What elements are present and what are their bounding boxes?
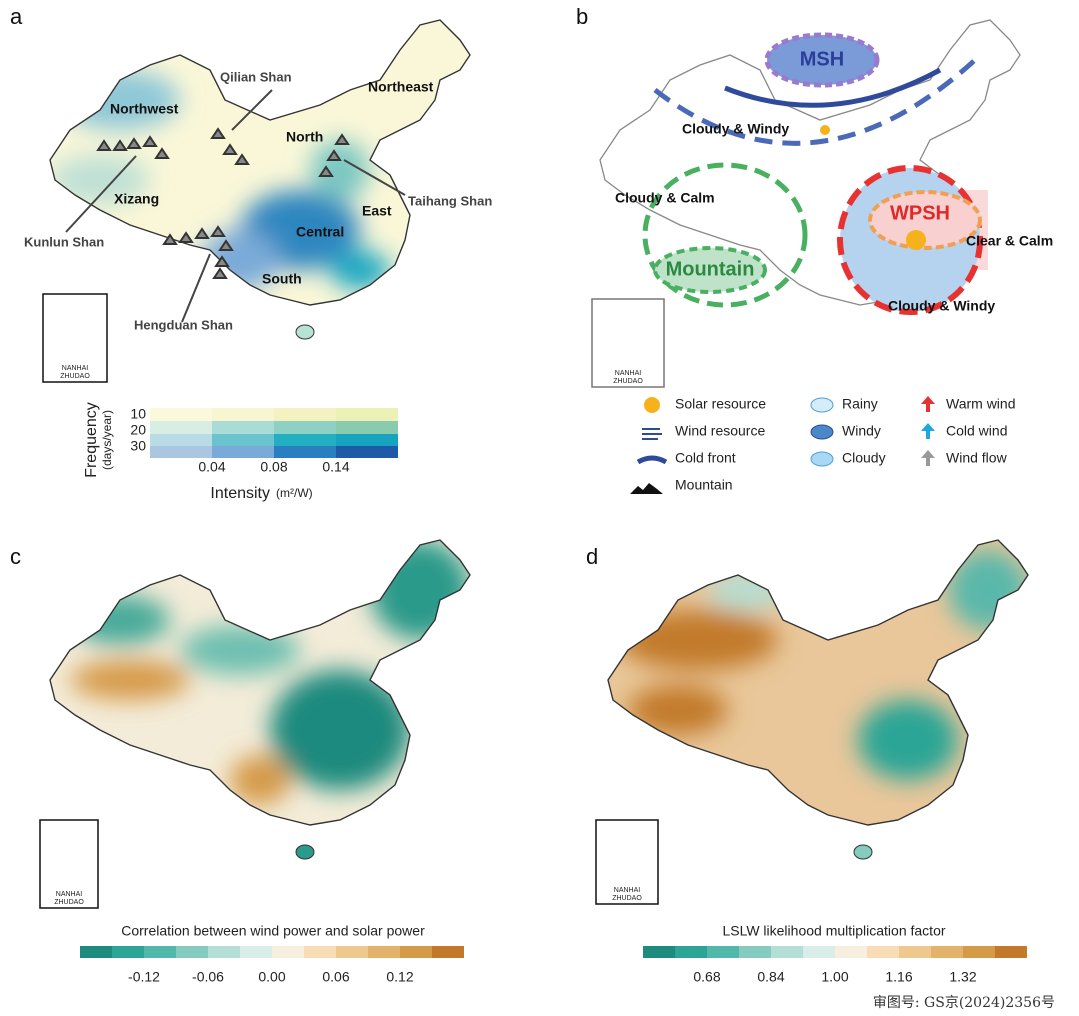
mountain-label: Qilian Shan <box>220 69 292 84</box>
colorbar-title: LSLW likelihood multiplication factor <box>722 923 945 939</box>
panel-b: b MSH Mountain WPSH Cloudy & Windy Cloud… <box>576 4 1053 387</box>
tick-label: 30 <box>130 438 146 454</box>
tick-label: -0.12 <box>128 969 160 985</box>
hainan <box>296 845 314 859</box>
tick-label: 0.68 <box>693 969 720 985</box>
axis-title: Intensity <box>210 485 270 502</box>
legend-icon <box>921 396 935 412</box>
map-fill <box>598 530 1038 840</box>
inset-label: NANHAI <box>62 365 89 372</box>
tick-label: 0.00 <box>258 969 285 985</box>
mountain-label: Taihang Shan <box>408 193 492 208</box>
legend-icon <box>644 397 660 413</box>
mountain-label: Kunlun Shan <box>24 234 104 249</box>
legend-label: Warm wind <box>946 396 1016 412</box>
legend-label: Cold wind <box>946 423 1007 439</box>
legend-icon <box>811 398 833 412</box>
region-label: Central <box>296 224 344 240</box>
colorbar-cells <box>643 946 1027 958</box>
inset-label: ZHUDAO <box>54 899 84 906</box>
tick-label: 0.12 <box>386 969 413 985</box>
state-label: Clear & Calm <box>966 233 1053 249</box>
region-label: Xizang <box>114 191 159 207</box>
panel-label: b <box>576 4 588 29</box>
tick-label: 0.14 <box>322 459 349 475</box>
tick-label: 0.08 <box>260 459 287 475</box>
inset-label: ZHUDAO <box>612 895 642 902</box>
legend-b: Solar resource Wind resource Cold front … <box>630 396 1016 494</box>
axis-unit: (days/year) <box>100 410 114 470</box>
region-label: Northeast <box>368 79 434 95</box>
system-label: WPSH <box>890 202 950 224</box>
legend-icon <box>638 458 666 462</box>
colorbar-a: 10 20 30 0.04 0.08 0.14 Intensity (m²/W)… <box>83 402 398 502</box>
legend-icon <box>811 452 833 466</box>
inset-label: ZHUDAO <box>60 373 90 380</box>
tick-label: 1.00 <box>821 969 848 985</box>
legend-label: Cold front <box>675 450 736 466</box>
legend-label: Rainy <box>842 396 878 412</box>
panel-c: c NANHAI ZHUDAO <box>10 530 480 908</box>
region-label: South <box>262 271 302 287</box>
colorbar-d: LSLW likelihood multiplication factor 0.… <box>643 923 1027 985</box>
system-label: MSH <box>800 48 844 70</box>
tick-label: 10 <box>130 406 146 422</box>
legend-icon <box>642 429 662 439</box>
state-label: Cloudy & Windy <box>682 121 789 137</box>
hainan <box>854 845 872 859</box>
tick-label: 0.04 <box>198 459 225 475</box>
axis-unit: (m²/W) <box>276 486 313 500</box>
inset-label: ZHUDAO <box>613 378 643 385</box>
legend-label: Windy <box>842 423 881 439</box>
legend-icon <box>921 450 935 466</box>
colorbar-title: Correlation between wind power and solar… <box>121 923 425 939</box>
state-label: Cloudy & Windy <box>888 298 995 314</box>
legend-label: Wind resource <box>675 423 765 439</box>
region-label: North <box>286 129 323 145</box>
colorbar-c: Correlation between wind power and solar… <box>80 923 464 985</box>
legend-label: Cloudy <box>842 450 886 466</box>
tick-label: 1.32 <box>949 969 976 985</box>
axis-title: Frequency <box>83 402 100 478</box>
panel-d: d NANHAI ZHUDAO <box>586 530 1038 904</box>
figure: a Northwest Northeast North Xizang East … <box>0 0 1079 1016</box>
state-label: Cloudy & Calm <box>615 190 715 206</box>
mountain-label: Hengduan Shan <box>134 317 233 332</box>
panel-a: a Northwest Northeast North Xizang East … <box>10 4 492 382</box>
tick-label: 0.06 <box>322 969 349 985</box>
legend-label: Solar resource <box>675 396 766 412</box>
legend-icon <box>921 423 935 439</box>
system-label: Mountain <box>666 258 755 280</box>
panel-label: a <box>10 4 23 29</box>
tick-label: 0.84 <box>757 969 784 985</box>
colorbar-cells <box>150 408 398 458</box>
tick-label: 20 <box>130 422 146 438</box>
sun-icon <box>906 230 926 250</box>
tick-label: -0.06 <box>192 969 224 985</box>
colorbar-cells <box>80 946 464 958</box>
tick-label: 1.16 <box>885 969 912 985</box>
legend-icon <box>811 425 833 439</box>
legend-label: Mountain <box>675 477 733 493</box>
sun-icon <box>820 125 830 135</box>
inset-label: NANHAI <box>614 887 641 894</box>
region-label: East <box>362 203 392 219</box>
inset-label: NANHAI <box>56 891 83 898</box>
map-fill <box>40 530 480 840</box>
map-fill <box>40 10 480 320</box>
legend-label: Wind flow <box>946 450 1008 466</box>
hainan <box>296 325 314 339</box>
approval-number: 审图号: GS京(2024)2356号 <box>873 995 1055 1011</box>
panel-label: c <box>10 544 21 569</box>
legend-icon <box>630 483 663 494</box>
inset-label: NANHAI <box>615 370 642 377</box>
region-label: Northwest <box>110 101 179 117</box>
panel-label: d <box>586 544 598 569</box>
